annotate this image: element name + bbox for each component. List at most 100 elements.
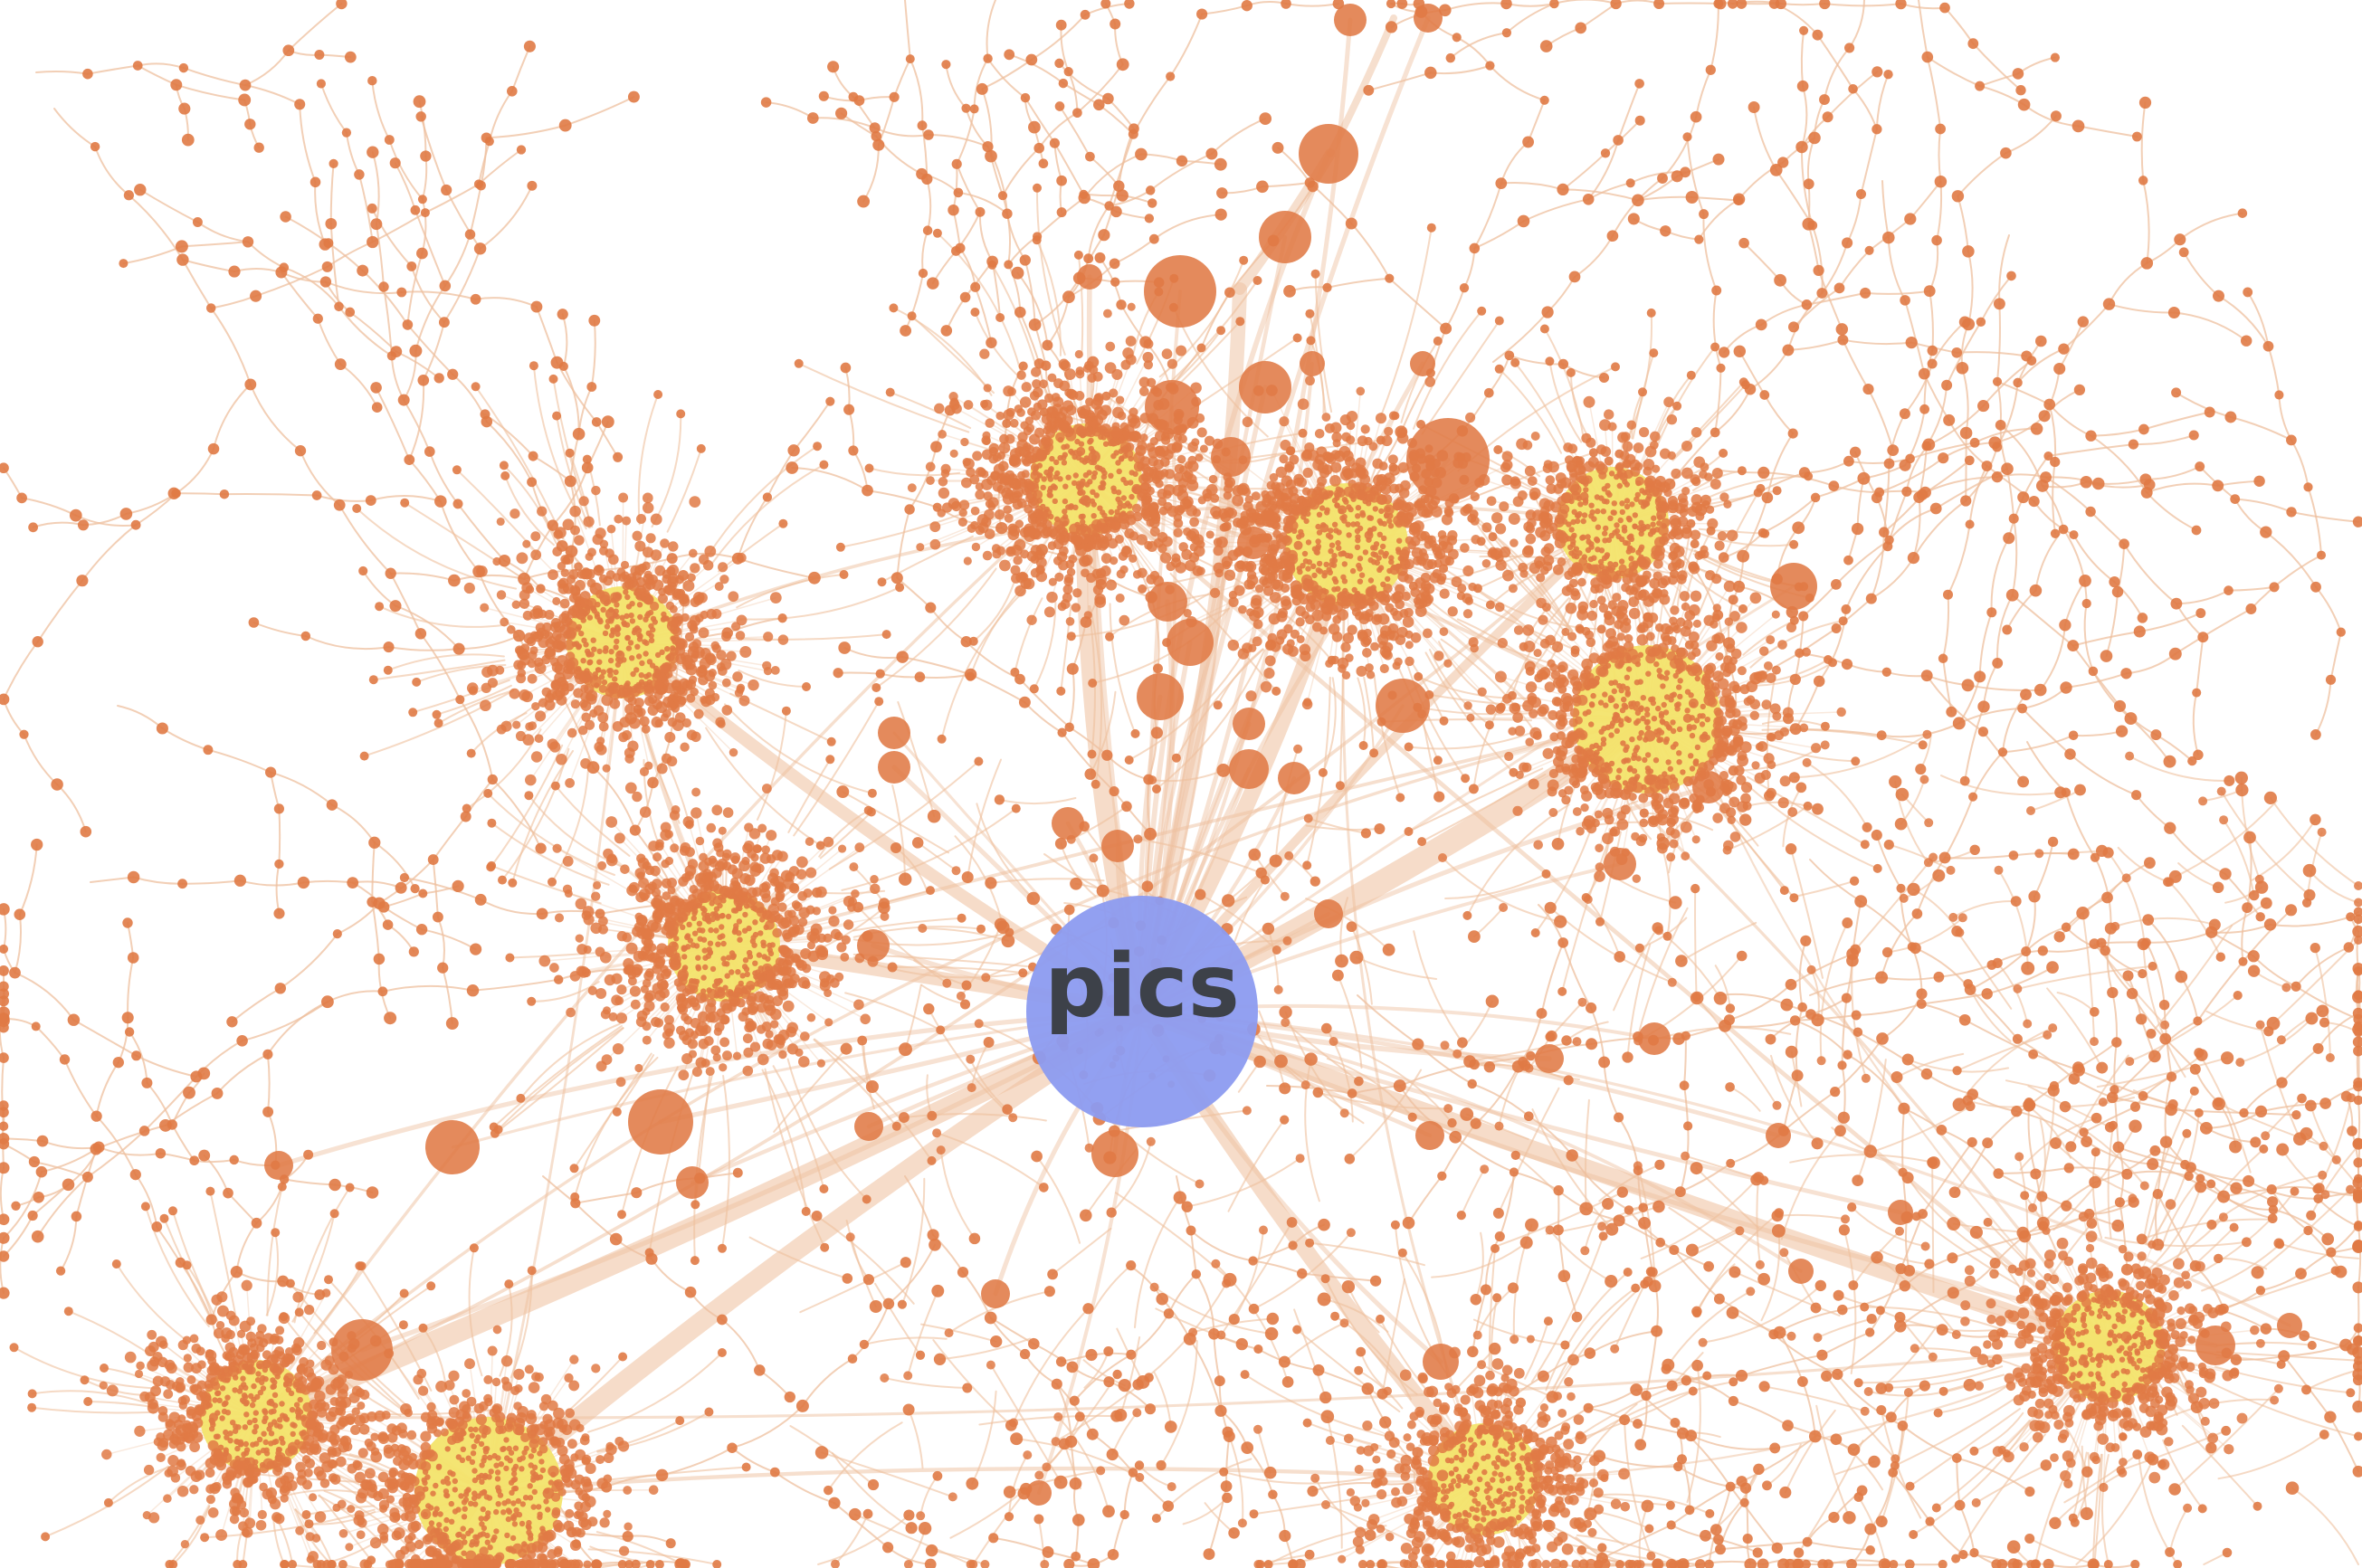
tendril-edge	[173, 492, 225, 496]
field-edge	[1060, 842, 1097, 898]
tendril-edge	[1590, 1007, 1605, 1063]
tendril-edge	[1885, 670, 1929, 678]
tendril-edge	[1112, 1514, 1126, 1556]
tendril-edge	[1087, 204, 1110, 260]
tendril-edge	[551, 466, 589, 527]
tendril-edge	[1683, 1034, 1687, 1087]
tendril-edge	[1870, 531, 1885, 600]
whisker-edge	[1338, 677, 1344, 787]
tendril-edge	[252, 622, 307, 637]
tendril-edge	[2108, 303, 2176, 314]
tendril-edge	[227, 1192, 258, 1224]
tendril-edge	[117, 705, 164, 729]
tendril-edge	[1683, 1084, 1690, 1127]
tendril-edge	[1579, 3, 1617, 29]
leaf-node	[925, 602, 937, 613]
field-edge	[1780, 1129, 1842, 1240]
tendril-edge	[958, 247, 976, 289]
hub-link-edge	[254, 717, 1649, 1418]
tendril-edge	[478, 140, 490, 185]
tendril-edge	[1002, 147, 1041, 197]
tendril-edge	[1904, 299, 1926, 375]
field-edge	[1975, 1464, 2047, 1504]
whisker-edge	[1035, 239, 1062, 356]
tendril-edge	[1350, 223, 1391, 280]
tendril-edge	[442, 966, 453, 1025]
tendril-edge	[2039, 623, 2066, 691]
leaf-node	[389, 600, 402, 613]
tendril-edge	[299, 103, 317, 184]
field-edge	[913, 959, 967, 986]
leaf-node	[1083, 253, 1094, 264]
tendril-edge	[2246, 836, 2252, 909]
tendril-edge	[1881, 975, 1940, 981]
leaf-node	[1885, 1411, 1897, 1423]
tendril-edge	[2132, 434, 2195, 446]
leaf-node	[2140, 257, 2154, 270]
leaf-node	[198, 1149, 211, 1162]
whisker-edge	[1413, 309, 1483, 430]
tendril-edge	[2175, 589, 2230, 605]
leaf-node	[251, 1217, 262, 1229]
leaf-node	[1920, 670, 1933, 682]
leaf-node	[1782, 344, 1795, 356]
tendril-edge	[2315, 585, 2342, 633]
whisker-edge	[969, 587, 1024, 678]
tendril-edge	[86, 1129, 146, 1178]
field-edge	[1876, 1256, 1957, 1335]
tendril-edge	[18, 843, 38, 916]
leaf-node	[1214, 208, 1227, 221]
tendril-edge	[471, 978, 560, 992]
whisker-edge	[1060, 604, 1072, 692]
leaf-node	[416, 247, 428, 260]
tendril-edge	[2117, 1145, 2186, 1166]
tendril-edge	[181, 259, 213, 309]
field-edge	[891, 784, 907, 880]
leaf-node	[131, 1050, 142, 1061]
tendril-edge	[1983, 661, 1999, 708]
tendril-edge	[1753, 106, 1777, 171]
field-edge	[1626, 943, 1652, 1059]
leaf-node	[1789, 723, 1802, 736]
tendril-edge	[1801, 1380, 1816, 1438]
tendril-edge	[896, 508, 911, 579]
tendril-edge	[2174, 608, 2252, 655]
tendril-edge	[270, 771, 333, 806]
tendril-edge	[1836, 1373, 1904, 1427]
field-edge	[2314, 946, 2331, 1059]
tendril-edge	[1169, 13, 1204, 78]
leaf-node	[2295, 1268, 2307, 1279]
leaf-node	[1150, 727, 1164, 739]
tendril-edge	[388, 138, 424, 201]
leaf-node	[2353, 1157, 2362, 1168]
leaf-node	[1974, 670, 1986, 683]
field-edge	[852, 866, 885, 905]
tendril-edge	[1728, 984, 1792, 1022]
leaf-node	[553, 974, 564, 984]
leaf-node	[528, 451, 538, 461]
tendril-edge	[2168, 827, 2226, 875]
leaf-node	[786, 461, 799, 474]
tendril-edge	[193, 1158, 235, 1164]
leaf-node	[1959, 426, 1973, 440]
tendril-edge	[1968, 465, 1988, 526]
whisker-edge	[115, 1263, 189, 1343]
tendril-edge	[254, 265, 329, 298]
tendril-edge	[181, 259, 235, 273]
tendril-edge	[443, 247, 481, 324]
tendril-edge	[758, 1369, 791, 1398]
leaf-node	[129, 1169, 141, 1181]
leaf-node	[976, 82, 988, 95]
tendril-edge	[1208, 1485, 1228, 1555]
leaf-node	[365, 495, 376, 506]
leaf-node	[2138, 176, 2148, 185]
tendril-edge	[1488, 354, 1510, 394]
leaf-node	[891, 572, 903, 584]
leaf-node	[300, 631, 311, 641]
tendril-edge	[95, 1061, 119, 1117]
tendril-edge	[403, 399, 431, 453]
field-edge	[1888, 843, 1952, 871]
tendril-edge	[474, 297, 538, 309]
leaf-node	[1116, 58, 1129, 71]
tendril-edge	[945, 296, 967, 332]
